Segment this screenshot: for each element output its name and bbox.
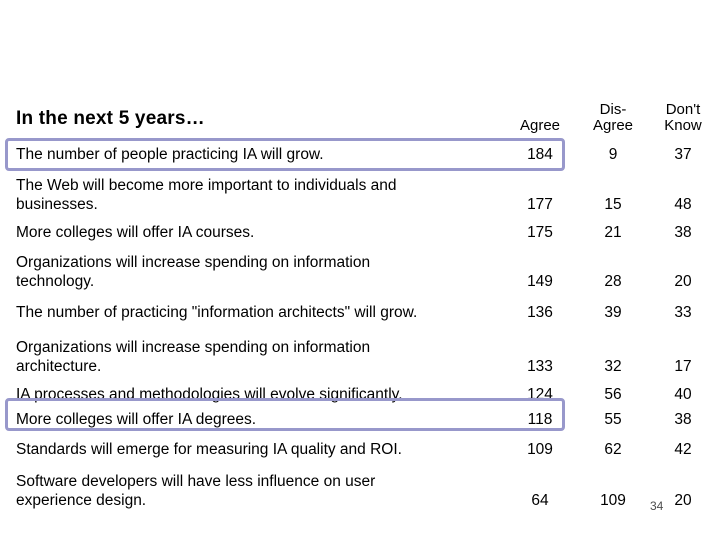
disagree-count: 9 (608, 146, 618, 163)
table-row: IA processes and methodologies will evol… (16, 385, 720, 404)
table-row: Organizations will increase spending on … (16, 253, 720, 291)
dont-know-count: 40 (674, 386, 692, 403)
column-header-disagree: Dis- Agree (592, 101, 634, 134)
statement-text: The Web will become more important to in… (16, 177, 397, 213)
statement-text: Software developers will have less influ… (16, 473, 376, 509)
disagree-count: 28 (604, 273, 622, 290)
statement-text: The number of people practicing IA will … (16, 146, 324, 163)
dont-know-count: 48 (674, 196, 692, 213)
table-row: More colleges will offer IA courses. 175… (16, 223, 720, 242)
disagree-count: 62 (604, 441, 622, 458)
statement-text: IA processes and methodologies will evol… (16, 386, 403, 403)
agree-count: 175 (527, 224, 553, 241)
agree-count: 149 (527, 273, 553, 290)
agree-count: 136 (527, 304, 553, 321)
table-row: More colleges will offer IA degrees. 118… (5, 398, 720, 431)
column-header-agree: Agree (519, 117, 561, 134)
dont-know-count: 20 (674, 273, 692, 290)
page-number: 34 (650, 499, 664, 513)
disagree-count: 39 (604, 304, 622, 321)
statement-text: More colleges will offer IA courses. (16, 224, 255, 241)
dont-know-count: 38 (674, 411, 692, 428)
dont-know-count: 37 (674, 146, 692, 163)
table-row: Organizations will increase spending on … (16, 338, 720, 376)
agree-count: 124 (527, 386, 553, 403)
dont-know-count: 33 (674, 304, 692, 321)
dont-know-count: 42 (674, 441, 692, 458)
table-row: The Web will become more important to in… (16, 176, 720, 214)
disagree-count: 15 (604, 196, 622, 213)
dont-know-count: 17 (674, 358, 692, 375)
statement-text: More colleges will offer IA degrees. (16, 411, 257, 428)
dont-know-count: 20 (674, 492, 692, 509)
table-row: Standards will emerge for measuring IA q… (16, 440, 720, 459)
statement-text: The number of practicing "information ar… (16, 304, 418, 321)
agree-count: 64 (531, 492, 549, 509)
disagree-count: 55 (604, 411, 622, 428)
table-row: Software developers will have less influ… (16, 472, 720, 510)
statement-text: Organizations will increase spending on … (16, 254, 371, 290)
disagree-count: 21 (604, 224, 622, 241)
agree-count: 184 (527, 146, 553, 163)
disagree-count: 56 (604, 386, 622, 403)
table-row: The number of people practicing IA will … (5, 138, 720, 171)
agree-count: 118 (527, 411, 553, 428)
table-header-row: In the next 5 years… Agree Dis- Agree Do… (16, 100, 720, 134)
statement-text: Organizations will increase spending on … (16, 339, 371, 375)
statement-text: Standards will emerge for measuring IA q… (16, 441, 402, 458)
page-title: In the next 5 years… (16, 108, 205, 129)
dont-know-count: 38 (674, 224, 692, 241)
table-row: The number of practicing "information ar… (16, 303, 720, 322)
agree-count: 177 (527, 196, 553, 213)
agree-count: 133 (527, 358, 553, 375)
column-header-dont-know: Don't Know (664, 101, 702, 134)
disagree-count: 32 (604, 358, 622, 375)
agree-count: 109 (527, 441, 553, 458)
disagree-count: 109 (600, 492, 626, 509)
